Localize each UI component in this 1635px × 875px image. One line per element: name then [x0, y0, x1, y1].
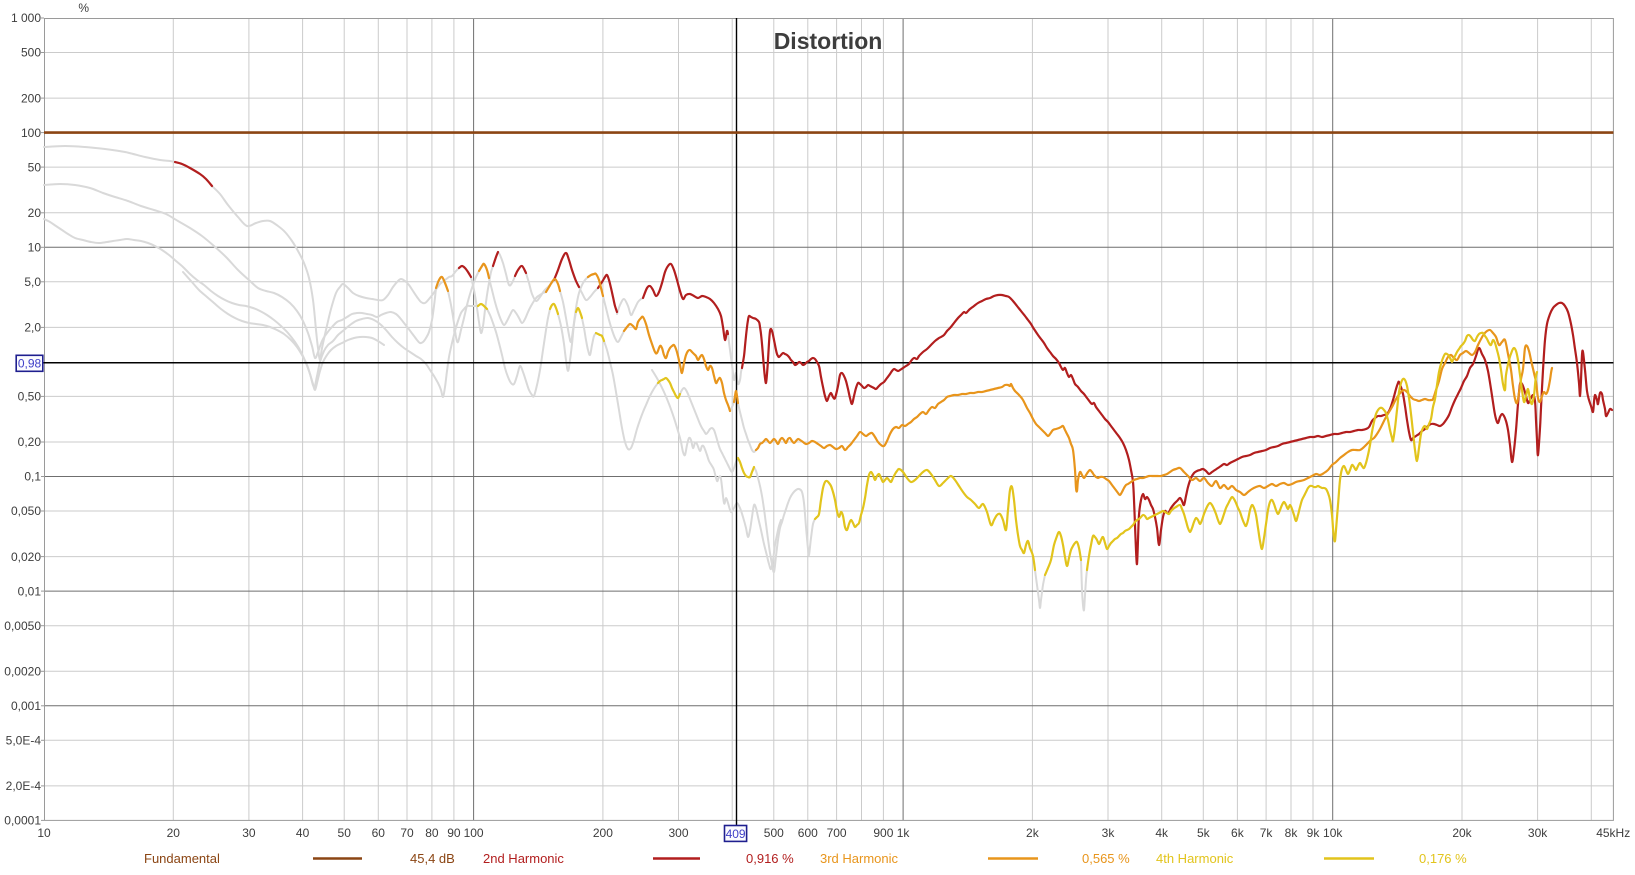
svg-text:100: 100: [464, 826, 484, 840]
svg-text:10k: 10k: [1323, 826, 1343, 840]
svg-text:0,98: 0,98: [18, 357, 42, 371]
svg-text:900: 900: [873, 826, 893, 840]
svg-text:20: 20: [28, 206, 42, 220]
svg-text:8k: 8k: [1285, 826, 1299, 840]
svg-text:700: 700: [827, 826, 847, 840]
svg-text:0,565 %: 0,565 %: [1082, 851, 1130, 866]
svg-text:90: 90: [447, 826, 461, 840]
svg-text:500: 500: [764, 826, 784, 840]
svg-text:50: 50: [28, 160, 42, 174]
svg-text:45kHz: 45kHz: [1596, 826, 1630, 840]
svg-text:200: 200: [21, 91, 41, 105]
svg-text:5k: 5k: [1197, 826, 1211, 840]
svg-text:0,0050: 0,0050: [4, 619, 41, 633]
svg-text:0,0020: 0,0020: [4, 665, 41, 679]
svg-text:20: 20: [167, 826, 181, 840]
svg-text:70: 70: [400, 826, 414, 840]
svg-text:100: 100: [21, 126, 41, 140]
svg-text:6k: 6k: [1231, 826, 1245, 840]
svg-text:0,020: 0,020: [11, 550, 41, 564]
svg-text:30k: 30k: [1528, 826, 1548, 840]
svg-text:1 000: 1 000: [11, 11, 41, 25]
svg-text:0,001: 0,001: [11, 699, 41, 713]
svg-text:%: %: [78, 1, 89, 15]
svg-text:0,050: 0,050: [11, 504, 41, 518]
svg-text:0,20: 0,20: [18, 435, 42, 449]
svg-text:300: 300: [668, 826, 688, 840]
svg-text:0,176 %: 0,176 %: [1419, 851, 1467, 866]
svg-text:30: 30: [242, 826, 256, 840]
svg-text:4k: 4k: [1155, 826, 1169, 840]
svg-text:500: 500: [21, 46, 41, 60]
svg-text:5,0E-4: 5,0E-4: [6, 734, 42, 748]
svg-text:0,50: 0,50: [18, 390, 42, 404]
svg-text:2k: 2k: [1026, 826, 1040, 840]
svg-text:1k: 1k: [897, 826, 911, 840]
svg-text:2nd Harmonic: 2nd Harmonic: [483, 851, 564, 866]
svg-text:60: 60: [372, 826, 386, 840]
svg-text:409: 409: [726, 827, 746, 841]
svg-text:50: 50: [338, 826, 352, 840]
svg-text:2,0: 2,0: [24, 321, 41, 335]
svg-text:0,01: 0,01: [18, 584, 42, 598]
svg-text:9k: 9k: [1307, 826, 1321, 840]
svg-text:0,0001: 0,0001: [4, 814, 41, 828]
svg-text:4th Harmonic: 4th Harmonic: [1156, 851, 1234, 866]
svg-text:40: 40: [296, 826, 310, 840]
svg-text:0,1: 0,1: [24, 470, 41, 484]
svg-text:10: 10: [28, 241, 42, 255]
svg-text:20k: 20k: [1452, 826, 1472, 840]
svg-text:Distortion: Distortion: [774, 28, 883, 54]
svg-text:Fundamental: Fundamental: [144, 851, 220, 866]
svg-text:3k: 3k: [1102, 826, 1116, 840]
svg-text:10: 10: [37, 826, 51, 840]
svg-text:80: 80: [425, 826, 439, 840]
svg-text:45,4 dB: 45,4 dB: [410, 851, 455, 866]
svg-text:3rd Harmonic: 3rd Harmonic: [820, 851, 899, 866]
svg-text:200: 200: [593, 826, 613, 840]
svg-text:5,0: 5,0: [24, 275, 41, 289]
svg-text:600: 600: [798, 826, 818, 840]
svg-text:0,916 %: 0,916 %: [746, 851, 794, 866]
svg-text:7k: 7k: [1260, 826, 1274, 840]
svg-text:2,0E-4: 2,0E-4: [6, 779, 42, 793]
